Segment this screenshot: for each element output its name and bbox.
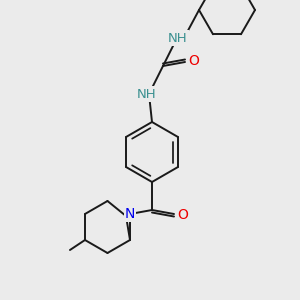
Text: NH: NH — [137, 88, 157, 100]
Text: N: N — [125, 207, 135, 221]
Text: NH: NH — [168, 32, 188, 44]
Text: O: O — [178, 208, 188, 222]
Text: O: O — [189, 54, 200, 68]
